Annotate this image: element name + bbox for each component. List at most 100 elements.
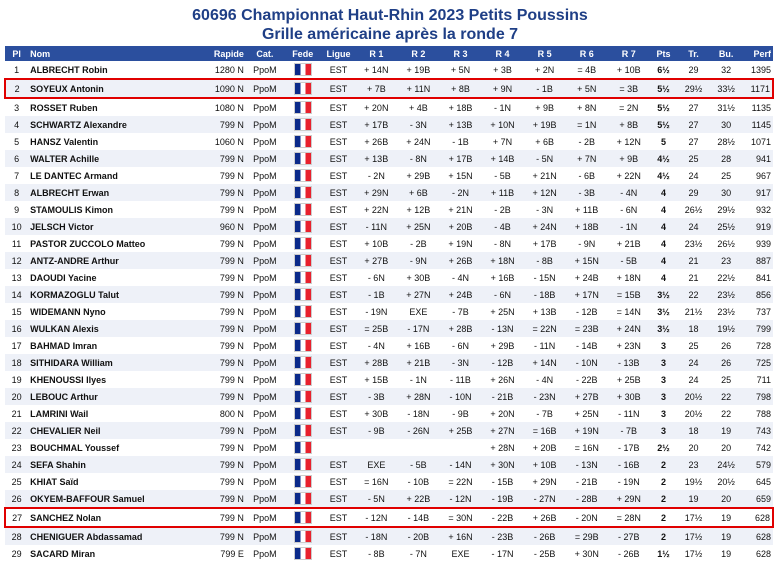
tiebreak-tr-cell: 27: [677, 116, 710, 133]
table-row[interactable]: 28 CHENIGUER Abdassamad 799 N PpoM EST - 18N -…: [5, 527, 773, 545]
rank-cell: 11: [5, 235, 29, 252]
table-row[interactable]: 26 OKYEM-BAFFOUR Samuel 799 N PpoM EST - 5N + …: [5, 490, 773, 508]
rank-cell: 24: [5, 456, 29, 473]
tiebreak-tr-cell: 25: [677, 337, 710, 354]
performance-cell: 645: [742, 473, 773, 490]
round-result-cell: + 11B: [565, 201, 608, 218]
table-row[interactable]: 8 ALBRECHT Erwan 799 N PpoM EST + 29N + 6B - 2N…: [5, 184, 773, 201]
tiebreak-bu-cell: 19: [709, 422, 743, 439]
rating-cell: 1080 N: [191, 98, 246, 116]
round-result-cell: - 6N: [439, 337, 482, 354]
round-result-cell: + 12N: [607, 133, 650, 150]
points-cell: 4: [649, 184, 678, 201]
tiebreak-bu-cell: 19½: [709, 320, 743, 337]
france-flag-icon: [293, 339, 312, 352]
league-cell: EST: [321, 167, 356, 184]
table-row[interactable]: 15 WIDEMANN Nyno 799 N PpoM EST - 19N EXE - 7B +…: [5, 303, 773, 320]
table-row[interactable]: 4 SCHWARTZ Alexandre 799 N PpoM EST + 17B - 3N…: [5, 116, 773, 133]
round-result-cell: + 18N: [481, 252, 524, 269]
player-name-cell: BOUCHMAL Youssef: [28, 439, 192, 456]
table-row[interactable]: 3 ROSSET Ruben 1080 N PpoM EST + 20N + 4B + 18B…: [5, 98, 773, 116]
category-cell: PpoM: [245, 201, 284, 218]
round-result-cell: + 6B: [397, 184, 440, 201]
round-result-cell: - 16B: [607, 456, 650, 473]
table-row[interactable]: 18 SITHIDARA William 799 N PpoM EST + 28B + 21…: [5, 354, 773, 371]
tiebreak-bu-cell: 22½: [709, 269, 743, 286]
round-result-cell: - 3N: [523, 201, 566, 218]
round-result-cell: - 13N: [481, 320, 524, 337]
table-row[interactable]: 7 LE DANTEC Armand 799 N PpoM EST - 2N + 29B + …: [5, 167, 773, 184]
table-row[interactable]: 13 DAOUDI Yacine 799 N PpoM EST - 6N + 30B - 4N…: [5, 269, 773, 286]
rank-cell: 26: [5, 490, 29, 508]
round-result-cell: - 17N: [481, 545, 524, 562]
tiebreak-bu-cell: 20½: [709, 473, 743, 490]
performance-cell: 628: [742, 527, 773, 545]
performance-cell: 628: [742, 507, 774, 528]
category-cell: PpoM: [245, 405, 284, 422]
table-row[interactable]: 10 JELSCH Victor 960 N PpoM EST - 11N + 25N + 2…: [5, 218, 773, 235]
category-cell: PpoM: [245, 388, 284, 405]
round-result-cell: + 20N: [481, 405, 524, 422]
points-cell: 2: [649, 473, 678, 490]
tiebreak-tr-cell: 24: [677, 218, 710, 235]
league-cell: EST: [321, 78, 356, 99]
table-row[interactable]: 29 SACARD Miran 799 E PpoM EST - 8B - 7N EXE - 1…: [5, 545, 773, 562]
round-result-cell: = 16B: [523, 422, 566, 439]
round-result-cell: - 8N: [481, 235, 524, 252]
table-row[interactable]: 2 SOYEUX Antonin 1090 N PpoM EST + 7B + 11N + 8…: [3, 78, 774, 99]
league-cell: EST: [321, 201, 356, 218]
table-row[interactable]: 27 SANCHEZ Nolan 799 N PpoM EST - 12N - 14B = 3…: [3, 507, 774, 528]
table-row[interactable]: 5 HANSZ Valentin 1060 N PpoM EST + 26B + 24N - …: [5, 133, 773, 150]
tiebreak-bu-cell: 24½: [709, 456, 743, 473]
league-cell: EST: [321, 269, 356, 286]
table-row[interactable]: 9 STAMOULIS Kimon 799 N PpoM EST + 22N + 12B + …: [5, 201, 773, 218]
round-result-cell: + 29B: [481, 337, 524, 354]
round-result-cell: = 28N: [607, 507, 650, 528]
table-row[interactable]: 6 WALTER Achille 799 N PpoM EST + 13B - 8N + 17…: [5, 150, 773, 167]
table-row[interactable]: 22 CHEVALIER Neil 799 N PpoM EST - 9B - 26N + 2…: [5, 422, 773, 439]
column-header: R 4: [481, 46, 524, 61]
federation-cell: [283, 201, 322, 218]
category-cell: PpoM: [245, 320, 284, 337]
round-result-cell: - 9N: [565, 235, 608, 252]
table-row[interactable]: 20 LEBOUC Arthur 799 N PpoM EST - 3B + 28N - 10…: [5, 388, 773, 405]
round-result-cell: - 22B: [565, 371, 608, 388]
round-result-cell: + 18B: [439, 98, 482, 116]
round-result-cell: - 4B: [481, 218, 524, 235]
round-result-cell: + 13B: [523, 303, 566, 320]
round-result-cell: + 26B: [355, 133, 398, 150]
round-result-cell: - 2B: [481, 201, 524, 218]
table-row[interactable]: 17 BAHMAD Imran 799 N PpoM EST - 4N + 16B - 6N +…: [5, 337, 773, 354]
round-result-cell: [439, 439, 482, 456]
table-row[interactable]: 23 BOUCHMAL Youssef 799 N PpoM + 28N + 20B = 1…: [5, 439, 773, 456]
round-result-cell: + 10B: [355, 235, 398, 252]
rank-cell: 21: [5, 405, 29, 422]
round-result-cell: + 24B: [565, 269, 608, 286]
table-row[interactable]: 24 SEFA Shahin 799 N PpoM EST EXE - 5B - 14N + 3…: [5, 456, 773, 473]
round-result-cell: + 30B: [397, 269, 440, 286]
france-flag-icon: [293, 220, 312, 233]
tiebreak-bu-cell: 25: [709, 371, 743, 388]
rating-cell: 960 N: [191, 218, 246, 235]
league-cell: EST: [321, 456, 356, 473]
round-result-cell: - 21B: [565, 473, 608, 490]
tiebreak-tr-cell: 25: [677, 150, 710, 167]
table-row[interactable]: 14 KORMAZOGLU Talut 799 N PpoM EST - 1B + 27N +…: [5, 286, 773, 303]
column-header: R 7: [607, 46, 650, 61]
tiebreak-tr-cell: 20½: [677, 405, 710, 422]
tiebreak-tr-cell: 20½: [677, 388, 710, 405]
performance-cell: 798: [742, 388, 773, 405]
table-row[interactable]: 12 ANTZ-ANDRE Arthur 799 N PpoM EST + 27B - 9N…: [5, 252, 773, 269]
table-row[interactable]: 21 LAMRINI Wail 800 N PpoM EST + 30B - 18N - 9B…: [5, 405, 773, 422]
round-result-cell: - 11N: [607, 405, 650, 422]
round-result-cell: + 2N: [523, 61, 566, 79]
table-row[interactable]: 11 PASTOR ZUCCOLO Matteo 799 N PpoM EST + 10B…: [5, 235, 773, 252]
round-result-cell: - 13B: [607, 354, 650, 371]
rank-cell: 23: [5, 439, 29, 456]
table-row[interactable]: 16 WULKAN Alexis 799 N PpoM EST = 25B - 17N + 2…: [5, 320, 773, 337]
table-row[interactable]: 25 KHIAT Saïd 799 N PpoM EST = 16N - 10B = 22N -…: [5, 473, 773, 490]
round-result-cell: + 9B: [523, 98, 566, 116]
table-row[interactable]: 1 ALBRECHT Robin 1280 N PpoM EST + 14N + 19B + …: [5, 61, 773, 79]
table-row[interactable]: 19 KHENOUSSI Ilyes 799 N PpoM EST + 15B - 1N - …: [5, 371, 773, 388]
category-cell: PpoM: [245, 184, 284, 201]
